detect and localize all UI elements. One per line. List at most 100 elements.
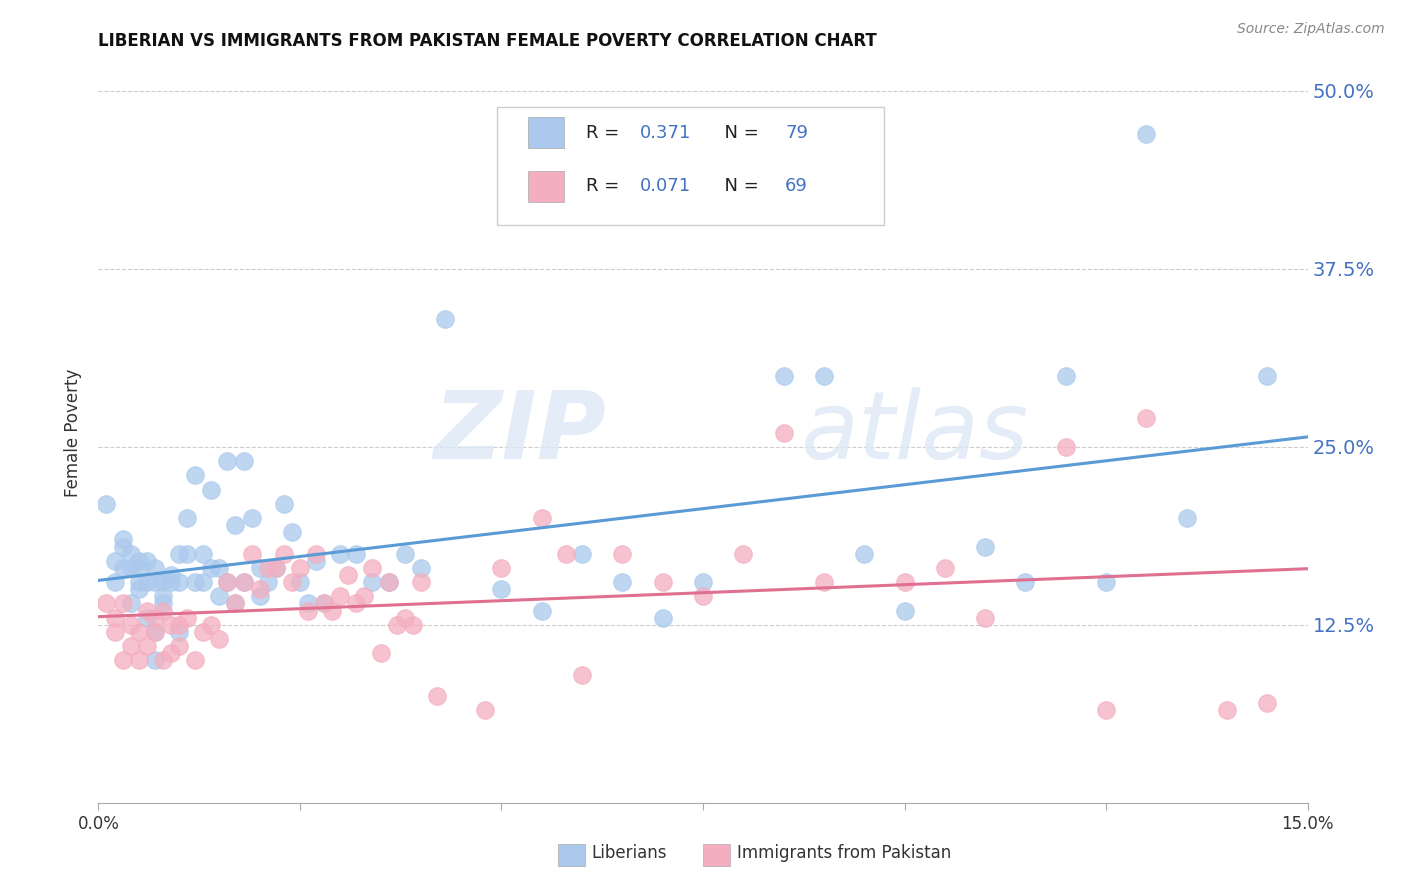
FancyBboxPatch shape (498, 107, 884, 226)
Point (394, 610, 416, 624)
Point (377, 575, 399, 590)
Point (200, 561, 222, 575)
Point (176, 511, 198, 525)
Point (143, 575, 166, 590)
Point (1014, 575, 1036, 590)
Point (474, 703, 496, 717)
Point (893, 575, 915, 590)
Text: R =: R = (586, 124, 624, 142)
Point (651, 610, 673, 624)
Text: N =: N = (713, 178, 765, 195)
Point (167, 575, 190, 590)
Point (974, 610, 997, 624)
Point (120, 597, 142, 611)
Point (934, 561, 956, 575)
Point (160, 646, 183, 660)
Point (571, 547, 593, 561)
Point (167, 617, 190, 632)
Point (128, 624, 150, 639)
Point (555, 547, 578, 561)
Point (264, 561, 287, 575)
Point (1054, 440, 1077, 454)
Point (344, 597, 367, 611)
Point (152, 653, 174, 667)
Point (434, 311, 457, 326)
Text: 79: 79 (785, 124, 808, 142)
Point (1135, 127, 1157, 141)
Point (128, 554, 150, 568)
Point (103, 610, 125, 624)
Bar (527, 170, 564, 202)
Point (321, 604, 343, 618)
Point (143, 561, 166, 575)
Point (377, 575, 399, 590)
Point (281, 575, 304, 590)
Point (1135, 411, 1157, 425)
Point (409, 575, 432, 590)
Point (361, 561, 384, 575)
Point (103, 575, 125, 590)
Point (1256, 696, 1278, 710)
Point (240, 547, 263, 561)
Point (184, 575, 207, 590)
Point (571, 667, 593, 681)
Point (208, 561, 231, 575)
Point (249, 561, 271, 575)
Text: 0.371: 0.371 (640, 124, 692, 142)
Point (200, 617, 222, 632)
Y-axis label: Female Poverty: Female Poverty (65, 368, 83, 497)
Text: atlas: atlas (800, 387, 1028, 478)
Bar (703, 844, 730, 866)
Point (772, 425, 794, 440)
Point (184, 468, 207, 483)
Point (152, 597, 174, 611)
Point (167, 547, 190, 561)
Point (128, 561, 150, 575)
Text: N =: N = (713, 124, 765, 142)
Point (974, 540, 997, 554)
Point (128, 575, 150, 590)
Point (103, 624, 125, 639)
Point (297, 597, 319, 611)
Point (193, 547, 215, 561)
Point (184, 653, 207, 667)
Point (1216, 703, 1239, 717)
Point (813, 368, 835, 383)
Point (344, 547, 367, 561)
Text: 0.071: 0.071 (640, 178, 692, 195)
Point (530, 511, 553, 525)
Point (143, 653, 166, 667)
Point (240, 511, 263, 525)
Point (273, 547, 295, 561)
Point (135, 604, 157, 618)
Point (893, 604, 915, 618)
Point (733, 547, 755, 561)
Point (224, 518, 246, 533)
Point (329, 590, 352, 604)
Point (385, 617, 408, 632)
Point (167, 639, 190, 653)
Point (612, 547, 634, 561)
Point (249, 590, 271, 604)
Point (281, 525, 304, 540)
Bar (558, 844, 585, 866)
Point (337, 568, 360, 582)
Point (217, 575, 239, 590)
Point (1095, 703, 1118, 717)
Point (1175, 511, 1198, 525)
Point (297, 604, 319, 618)
Point (103, 554, 125, 568)
Point (370, 646, 392, 660)
Point (160, 575, 183, 590)
Point (402, 617, 425, 632)
Point (135, 639, 157, 653)
Point (160, 617, 183, 632)
Point (249, 582, 271, 597)
Point (409, 561, 432, 575)
Text: R =: R = (586, 178, 624, 195)
Point (651, 575, 673, 590)
Point (1054, 368, 1077, 383)
Point (128, 582, 150, 597)
Point (772, 368, 794, 383)
Point (394, 547, 416, 561)
